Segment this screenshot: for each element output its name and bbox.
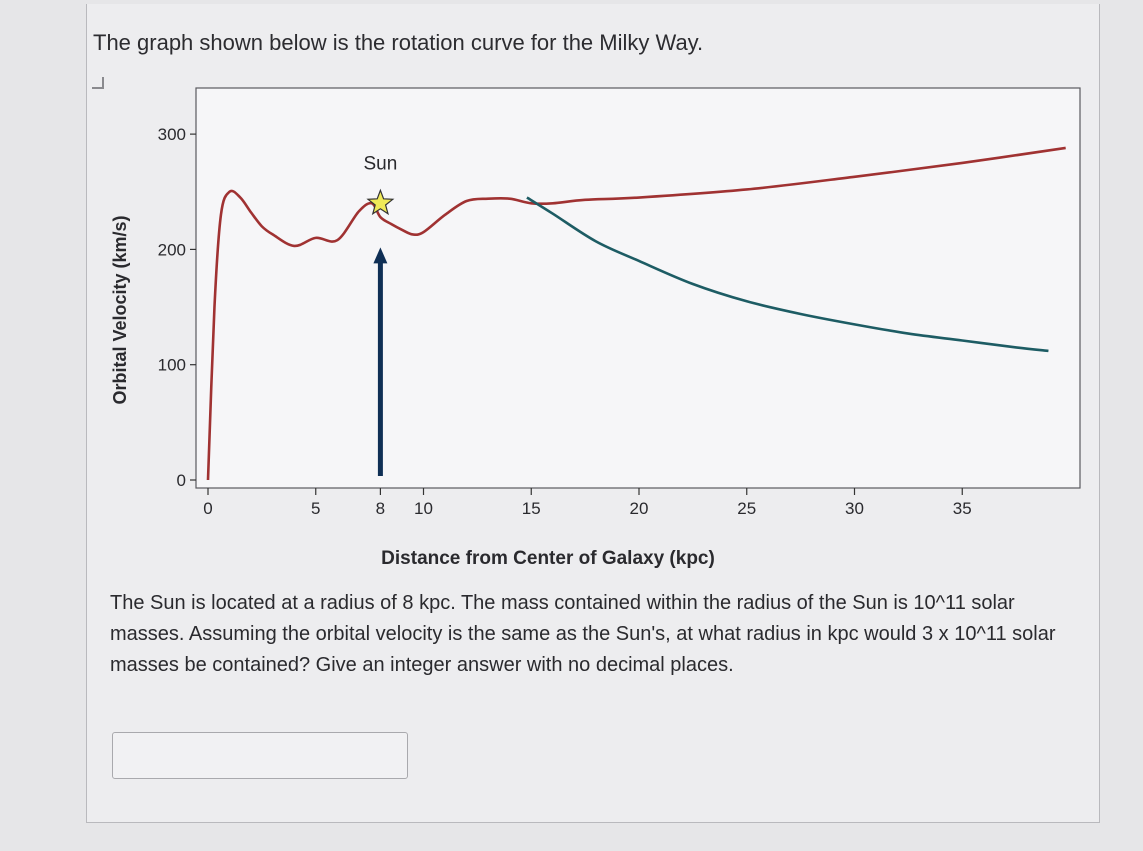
x-tick-label: 30 (845, 499, 864, 518)
x-tick-label: 35 (953, 499, 972, 518)
x-tick-label: 0 (203, 499, 212, 518)
plot-area (195, 87, 1081, 489)
x-tick-label: 15 (522, 499, 541, 518)
x-tick-label: 20 (630, 499, 649, 518)
corner-marker-icon (92, 77, 104, 89)
y-tick-label: 300 (158, 125, 186, 144)
intro-text: The graph shown below is the rotation cu… (93, 30, 704, 55)
y-axis-label: Orbital Velocity (km/s) (110, 215, 130, 404)
x-axis-label: Distance from Center of Galaxy (kpc) (381, 548, 715, 569)
question-text: The Sun is located at a radius of 8 kpc.… (110, 592, 1056, 676)
sun-star-icon (366, 188, 395, 216)
keplerian-decline-curve (526, 196, 1049, 353)
sun-label: Sun (363, 153, 397, 174)
x-tick-label: 8 (376, 499, 385, 518)
y-tick-label: 0 (177, 471, 186, 490)
observed-rotation-curve (206, 146, 1066, 481)
x-tick-label: 25 (737, 499, 756, 518)
arrow-head-icon (373, 247, 388, 264)
answer-input[interactable] (112, 732, 408, 779)
rotation-curve-chart: 0 100 200 300 0 5 8 10 15 20 25 30 35 Distance from C… (110, 87, 1081, 569)
x-tick-label: 5 (311, 499, 320, 518)
x-tick-label: 10 (414, 499, 433, 518)
y-tick-label: 200 (158, 240, 186, 259)
y-tick-label: 100 (158, 356, 186, 375)
